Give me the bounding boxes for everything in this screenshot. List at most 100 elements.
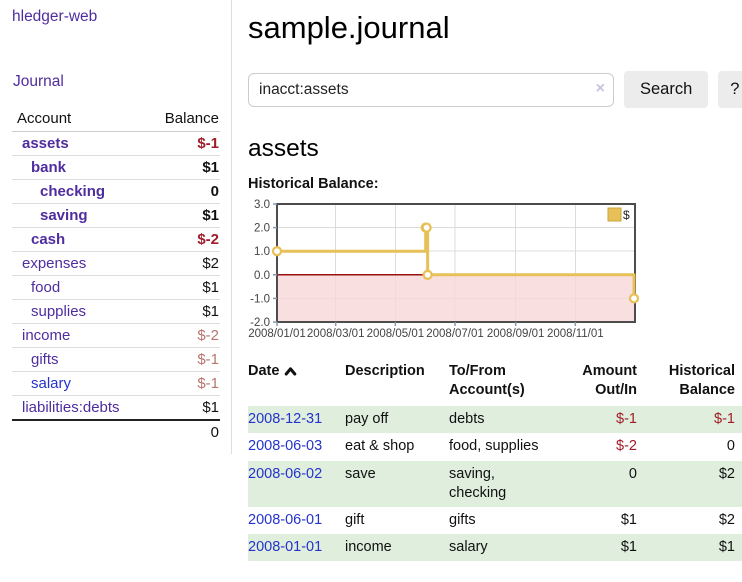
account-balance: $-2 (149, 323, 220, 348)
search-bar: × Search ? (248, 71, 742, 108)
register-row: 2008-06-03 eat & shop food, supplies $-2 0 (248, 433, 742, 460)
accounts-total-row: 0 (12, 419, 220, 444)
legend-label: $ (623, 208, 630, 222)
account-balance: $1 (149, 395, 220, 421)
transaction-date-link[interactable]: 2008-06-02 (248, 465, 323, 482)
sidebar-account-link[interactable]: saving (40, 207, 88, 224)
svg-text:2008/03/01: 2008/03/01 (307, 328, 365, 340)
svg-text:2008/07/01: 2008/07/01 (426, 328, 484, 340)
sidebar-account-link[interactable]: bank (31, 159, 67, 176)
svg-text:-1.0: -1.0 (250, 293, 270, 305)
transaction-balance: $-1 (714, 411, 735, 428)
svg-text:2008/01/01: 2008/01/01 (248, 328, 306, 340)
sidebar-account-link[interactable]: supplies (31, 303, 87, 320)
account-balance: $-2 (149, 227, 220, 252)
account-row: assets $-1 (12, 131, 220, 156)
legend-swatch (607, 207, 622, 222)
svg-text:0.0: 0.0 (254, 270, 270, 282)
transaction-amount: $1 (620, 538, 637, 555)
svg-text:1.0: 1.0 (254, 246, 270, 258)
sidebar-item-journal[interactable]: Journal (13, 73, 64, 90)
sidebar-account-link[interactable]: assets (22, 135, 69, 152)
transaction-date-link[interactable]: 2008-06-01 (248, 511, 323, 528)
transaction-date-link[interactable]: 2008-06-03 (248, 438, 323, 455)
sidebar-account-link[interactable]: cash (31, 231, 66, 248)
sidebar-account-link[interactable]: checking (40, 183, 106, 200)
register-table: Date Description To/From Account(s) Amou… (248, 358, 742, 561)
svg-text:2.0: 2.0 (254, 223, 270, 235)
transaction-accounts: saving, checking (449, 465, 507, 501)
transaction-amount: 0 (628, 465, 637, 482)
register-col-date[interactable]: Date (248, 358, 345, 406)
account-row: liabilities:debts $1 (12, 395, 220, 421)
svg-text:2008/11/01: 2008/11/01 (547, 328, 604, 340)
sidebar-account-link[interactable]: gifts (31, 351, 59, 368)
transaction-description: pay off (345, 411, 389, 428)
account-balance: $1 (149, 203, 220, 228)
transaction-balance: 0 (726, 438, 735, 455)
account-row: supplies $1 (12, 299, 220, 324)
transaction-balance: $2 (718, 465, 735, 482)
account-balance: $2 (149, 251, 220, 276)
sidebar-account-link[interactable]: salary (31, 375, 72, 392)
transaction-description: eat & shop (345, 438, 415, 455)
search-input[interactable] (248, 72, 614, 107)
sort-ascending-icon (285, 367, 297, 376)
sidebar-account-link[interactable]: liabilities:debts (22, 399, 120, 416)
sidebar: hledger-web Journal Account Balance asse… (0, 0, 232, 454)
account-row: bank $1 (12, 155, 220, 180)
svg-text:3.0: 3.0 (254, 199, 270, 211)
register-col-amount: Amount Out/In (582, 363, 637, 399)
register-row: 2008-06-02 save saving, checking 0 $2 (248, 460, 742, 507)
transaction-accounts: salary (449, 538, 488, 555)
svg-text:2008/05/01: 2008/05/01 (367, 328, 425, 340)
svg-text:-2.0: -2.0 (250, 317, 270, 329)
transaction-accounts: gifts (449, 511, 476, 528)
chart-title: Historical Balance: (248, 176, 379, 192)
account-row: salary $-1 (12, 371, 220, 396)
transaction-balance: $2 (718, 511, 735, 528)
account-row: checking 0 (12, 179, 220, 204)
help-button[interactable]: ? (718, 71, 742, 108)
transaction-accounts: food, supplies (449, 438, 539, 455)
register-col-balance: Historical Balance (668, 363, 735, 399)
balance-col-header: Balance (149, 107, 220, 132)
accounts-total-value: 0 (149, 419, 220, 444)
account-balance: $1 (149, 155, 220, 180)
app-title-link[interactable]: hledger-web (12, 8, 98, 25)
transaction-amount: $-2 (616, 438, 637, 455)
search-button[interactable]: Search (624, 71, 709, 108)
transaction-description: income (345, 538, 392, 555)
account-row: saving $1 (12, 203, 220, 228)
account-row: cash $-2 (12, 227, 220, 252)
transaction-amount: $1 (620, 511, 637, 528)
register-row: 2008-06-01 gift gifts $1 $2 (248, 507, 742, 534)
transaction-amount: $-1 (616, 411, 637, 428)
transaction-balance: $1 (718, 538, 735, 555)
transaction-accounts: debts (449, 411, 485, 428)
sidebar-account-link[interactable]: income (22, 327, 71, 344)
register-col-description: Description (345, 363, 425, 379)
clear-search-icon[interactable]: × (595, 79, 605, 97)
accounts-col-header: Account (12, 107, 150, 132)
account-balance: $-1 (149, 347, 220, 372)
transaction-description: gift (345, 511, 365, 528)
register-col-accounts: To/From Account(s) (449, 363, 525, 399)
transaction-date-link[interactable]: 2008-12-31 (248, 411, 323, 428)
account-balance: $1 (149, 275, 220, 300)
account-row: expenses $2 (12, 251, 220, 276)
register-row: 2008-01-01 income salary $1 $1 (248, 533, 742, 561)
page: hledger-web Journal Account Balance asse… (0, 0, 742, 561)
account-row: gifts $-1 (12, 347, 220, 372)
account-balance: $-1 (149, 131, 220, 156)
sidebar-account-link[interactable]: food (31, 279, 61, 296)
account-row: food $1 (12, 275, 220, 300)
transaction-date-link[interactable]: 2008-01-01 (248, 538, 323, 555)
account-balance: $1 (149, 299, 220, 324)
svg-text:2008/09/01: 2008/09/01 (487, 328, 545, 340)
sidebar-account-link[interactable]: expenses (22, 255, 87, 272)
account-balance: $-1 (149, 371, 220, 396)
account-heading: assets (248, 135, 319, 162)
transaction-description: save (345, 465, 376, 482)
